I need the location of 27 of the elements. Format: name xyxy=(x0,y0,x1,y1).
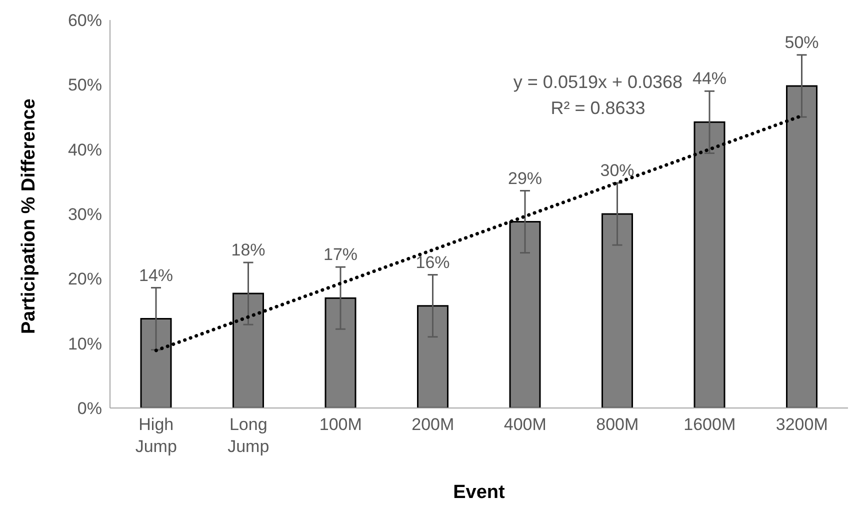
data-label: 18% xyxy=(231,240,266,260)
x-tick-label: High Jump xyxy=(135,415,177,456)
y-tick-label: 0% xyxy=(77,399,102,418)
data-label: 44% xyxy=(692,69,727,88)
x-tick-label: 800M xyxy=(596,415,639,434)
x-tick-label: 200M xyxy=(412,415,454,434)
x-tick-label: 1600M xyxy=(684,415,736,434)
data-label: 50% xyxy=(784,32,819,52)
data-label: 29% xyxy=(508,168,542,188)
annotation: y = 0.0519x + 0.0368 xyxy=(513,72,683,92)
data-label: 16% xyxy=(416,252,450,272)
x-tick-label: 400M xyxy=(504,415,546,434)
x-tick-label: Long Jump xyxy=(228,415,270,456)
x-axis-title: Event xyxy=(453,482,506,503)
y-tick-label: 40% xyxy=(68,140,102,160)
x-tick-label: 100M xyxy=(319,415,362,434)
y-tick-label: 20% xyxy=(68,270,102,289)
y-tick-label: 50% xyxy=(68,76,102,95)
y-tick-label: 10% xyxy=(68,334,102,354)
data-label: 14% xyxy=(138,266,174,285)
annotation: R² = 0.8633 xyxy=(550,98,646,119)
y-axis-title: Participation % Difference xyxy=(18,98,40,334)
data-label: 30% xyxy=(600,161,634,180)
y-tick-label: 60% xyxy=(68,11,102,30)
y-tick-label: 30% xyxy=(68,205,102,224)
x-tick-label: 3200M xyxy=(776,415,828,434)
data-label: 17% xyxy=(323,245,358,264)
